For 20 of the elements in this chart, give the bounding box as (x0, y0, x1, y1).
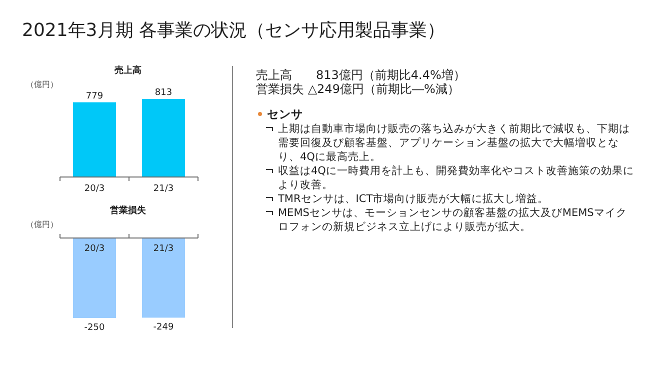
text: MEMSセンサは、モーションセンサの顧客基盤の拡大及びMEMSマイクロフォンの新規ビジネス立上げにより販売が拡大。 (278, 207, 627, 233)
x-tick-label: 21/3 (153, 244, 174, 254)
text: 売上高 813億円（前期比4.4%増） (256, 68, 466, 82)
text: 営業損失 △249億円（前期比―%減） (256, 82, 460, 96)
chart-title: 営業損失 (110, 205, 147, 216)
data-label: 779 (86, 91, 104, 102)
chart-title: 売上高 (114, 65, 142, 76)
text: 2021年3月期 各事業の状況（センサ応用製品事業） (22, 19, 445, 42)
text: TMRセンサは、ICT市場向け販売が大幅に拡大し増益。 (278, 193, 549, 205)
text: 上期は自動車市場向け販売の落ち込みが大きく前期比で減収も、下期は需要回復及び顧客基盤、アプリケーション基盤の拡大で大幅増収となり、4Qに最高売上。 (278, 123, 630, 163)
text: 収益は4Qに一時費用を計上も、開発費効率化やコスト改善施策の効果により改善。 (278, 165, 634, 191)
y-axis-title: （億円） (26, 80, 58, 89)
x-tick-label: 20/3 (84, 184, 105, 194)
x-tick-label: 21/3 (153, 184, 174, 194)
x-tick-label: 20/3 (84, 244, 105, 254)
y-axis-title: （億円） (26, 220, 58, 229)
data-label: -249 (153, 322, 174, 333)
text: センサ (267, 107, 303, 121)
data-label: -250 (84, 323, 105, 333)
data-label: 813 (154, 88, 172, 98)
